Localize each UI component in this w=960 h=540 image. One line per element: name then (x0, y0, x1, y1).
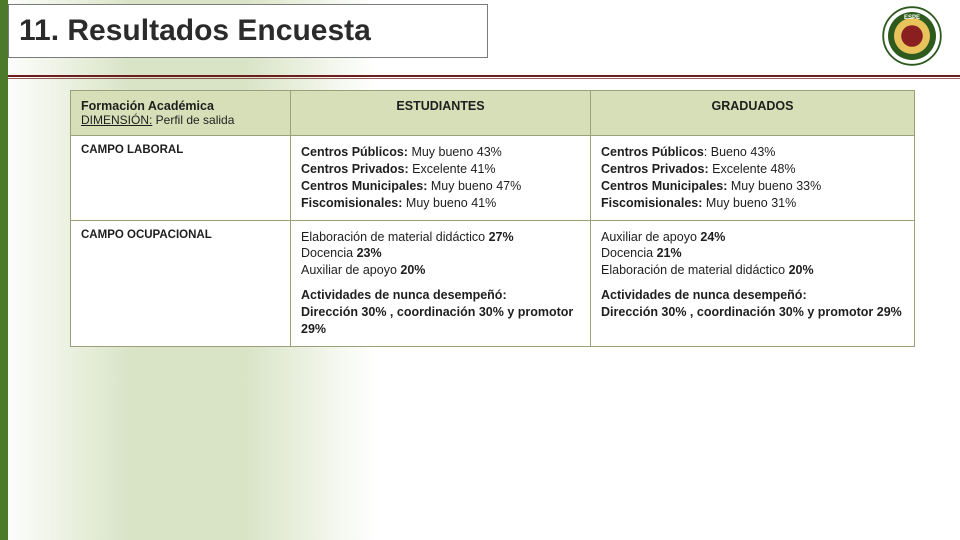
data-line: Centros Públicos: Muy bueno 43% (301, 144, 580, 161)
data-line: Docencia 21% (601, 245, 904, 262)
data-line: Dirección 30% , coordinación 30% y promo… (601, 304, 904, 321)
data-line: Centros Privados: Excelente 48% (601, 161, 904, 178)
slide-title: 11. Resultados Encuesta (19, 14, 371, 48)
table-row: CAMPO LABORAL Centros Públicos: Muy buen… (71, 136, 915, 221)
header-dim-label: DIMENSIÓN: (81, 113, 152, 127)
data-line: Dirección 30% , coordinación 30% y promo… (301, 304, 580, 338)
cell-laboral-graduados: Centros Públicos: Bueno 43%Centros Priva… (591, 136, 915, 221)
data-line: Elaboración de material didáctico 20% (601, 262, 904, 279)
table-row: CAMPO OCUPACIONAL Elaboración de materia… (71, 220, 915, 346)
cell-ocupacional-estudiantes: Elaboración de material didáctico 27%Doc… (291, 220, 591, 346)
cell-ocupacional-graduados: Auxiliar de apoyo 24%Docencia 21%Elabora… (591, 220, 915, 346)
svg-text:ESPE: ESPE (904, 15, 920, 21)
data-line: Actividades de nunca desempeñó: (601, 287, 904, 304)
header-col-formacion: Formación Académica DIMENSIÓN: Perfil de… (71, 91, 291, 136)
header-col-estudiantes: ESTUDIANTES (291, 91, 591, 136)
table-header: Formación Académica DIMENSIÓN: Perfil de… (71, 91, 915, 136)
data-line: Centros Municipales: Muy bueno 47% (301, 178, 580, 195)
header-underline (8, 75, 960, 77)
data-line: Docencia 23% (301, 245, 580, 262)
data-line: Auxiliar de apoyo 20% (301, 262, 580, 279)
cell-laboral-estudiantes: Centros Públicos: Muy bueno 43%Centros P… (291, 136, 591, 221)
header-underline-2 (8, 78, 960, 79)
slide-title-box: 11. Resultados Encuesta (8, 4, 488, 58)
header-col1-line2: DIMENSIÓN: Perfil de salida (81, 113, 280, 127)
data-line: Auxiliar de apoyo 24% (601, 229, 904, 246)
header-col-graduados: GRADUADOS (591, 91, 915, 136)
espe-logo: ESPE (882, 6, 942, 66)
data-line: Fiscomisionales: Muy bueno 41% (301, 195, 580, 212)
data-line: Elaboración de material didáctico 27% (301, 229, 580, 246)
content-area: Formación Académica DIMENSIÓN: Perfil de… (70, 90, 915, 347)
row-label-laboral: CAMPO LABORAL (71, 136, 291, 221)
header-dim-value: Perfil de salida (152, 113, 234, 127)
table-body: CAMPO LABORAL Centros Públicos: Muy buen… (71, 136, 915, 347)
data-line: Centros Privados: Excelente 41% (301, 161, 580, 178)
data-line: Actividades de nunca desempeñó: (301, 287, 580, 304)
data-line: Fiscomisionales: Muy bueno 31% (601, 195, 904, 212)
survey-table: Formación Académica DIMENSIÓN: Perfil de… (70, 90, 915, 347)
row-label-ocupacional: CAMPO OCUPACIONAL (71, 220, 291, 346)
header-col1-line1: Formación Académica (81, 99, 280, 113)
data-line: Centros Públicos: Bueno 43% (601, 144, 904, 161)
left-edge-stripe (0, 0, 8, 540)
data-line: Centros Municipales: Muy bueno 33% (601, 178, 904, 195)
